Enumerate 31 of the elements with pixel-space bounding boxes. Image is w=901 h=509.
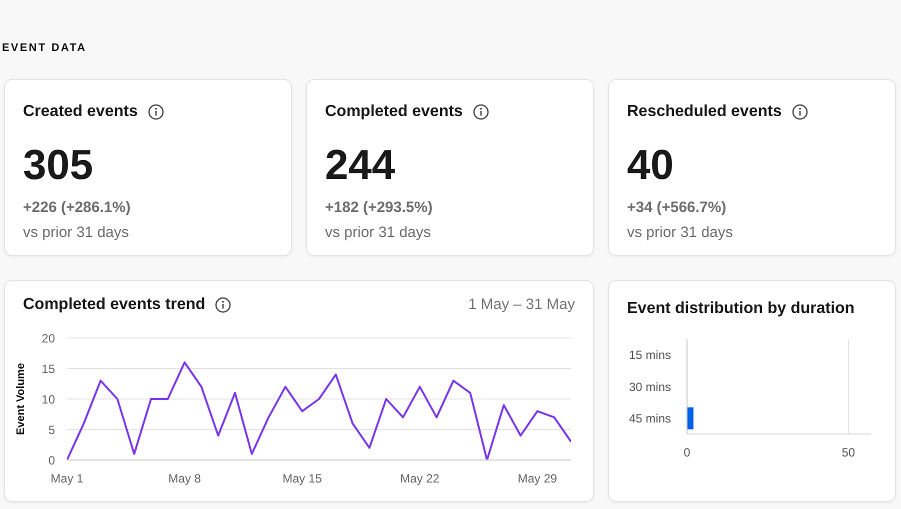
text: vs prior 31 days <box>627 224 733 241</box>
text: +226 (+286.1%) <box>23 199 131 216</box>
text: Rescheduled events <box>627 103 782 121</box>
text: vs prior 31 days <box>325 224 431 241</box>
line-series <box>67 361 571 460</box>
y-tick-label: 20 <box>42 331 56 346</box>
y-tick-label: 45 mins <box>628 411 671 426</box>
chart-title: Event distribution by duration <box>627 300 855 318</box>
x-tick-label: May 29 <box>518 472 558 486</box>
text: vs prior 31 days <box>23 224 129 241</box>
text: 40 <box>627 141 674 188</box>
text: +182 (+293.5%) <box>325 199 433 216</box>
y-tick-label: 5 <box>48 422 56 437</box>
y-tick-label: 30 mins <box>628 380 671 394</box>
chart-title: Completed events trend <box>23 296 206 314</box>
y-axis-title: Event Volume <box>15 363 27 435</box>
x-tick-label: 50 <box>842 446 856 460</box>
x-tick-label: May 15 <box>282 472 322 486</box>
y-tick-label: 15 mins <box>628 348 671 362</box>
x-tick-label: May 8 <box>168 472 202 486</box>
text: EVENT DATA <box>2 42 87 54</box>
x-tick-label: May 1 <box>50 472 84 486</box>
chart-subtitle: 1 May – 31 May <box>468 296 575 313</box>
text: Completed events <box>325 103 463 121</box>
y-tick-label: 15 <box>42 362 56 376</box>
text: Created events <box>23 103 138 121</box>
text: 305 <box>23 141 94 188</box>
text: 244 <box>325 141 396 188</box>
x-tick-label: May 22 <box>400 472 440 486</box>
y-tick-label: 10 <box>42 392 56 406</box>
text: +34 (+566.7%) <box>627 199 726 216</box>
